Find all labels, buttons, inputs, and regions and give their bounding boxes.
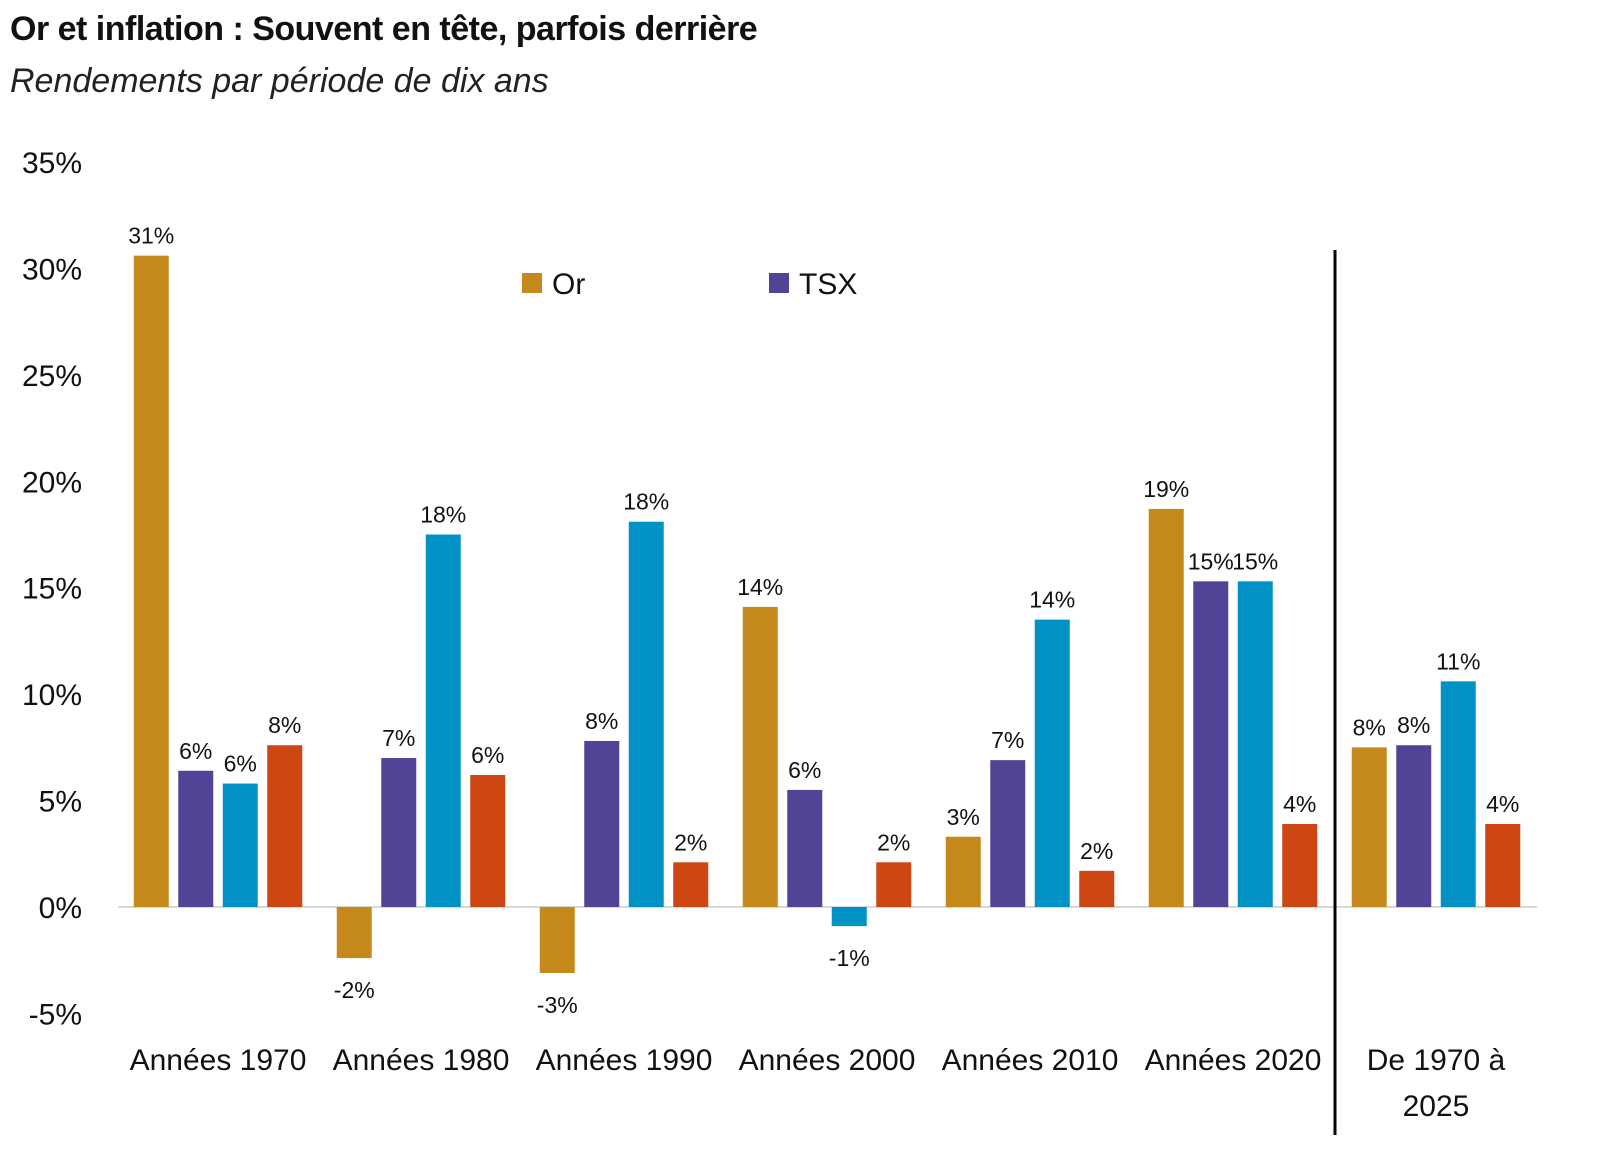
bar bbox=[1440, 681, 1476, 907]
x-tick-label: Années 1980 bbox=[333, 1044, 510, 1077]
data-label: 7% bbox=[991, 727, 1024, 753]
data-label: 18% bbox=[420, 502, 466, 528]
data-label: 6% bbox=[788, 757, 821, 783]
bar bbox=[1485, 823, 1521, 907]
y-tick-label: 0% bbox=[39, 892, 82, 925]
bar bbox=[1193, 581, 1229, 907]
data-label: 3% bbox=[947, 804, 980, 830]
bar bbox=[584, 740, 620, 907]
legend-swatch bbox=[769, 273, 789, 293]
data-label: 14% bbox=[737, 574, 783, 600]
y-tick-label: -5% bbox=[29, 998, 82, 1031]
bar bbox=[1079, 870, 1115, 907]
bar bbox=[1237, 581, 1273, 907]
data-label: 19% bbox=[1143, 476, 1189, 502]
bar bbox=[133, 255, 169, 907]
data-label: 18% bbox=[623, 489, 669, 515]
x-tick-label: Années 1990 bbox=[536, 1044, 713, 1077]
bar bbox=[831, 907, 867, 927]
bar bbox=[876, 862, 912, 907]
y-tick-label: 10% bbox=[22, 679, 82, 712]
data-label: 14% bbox=[1029, 587, 1075, 613]
chart-subtitle: Rendements par période de dix ans bbox=[10, 62, 549, 100]
bar bbox=[787, 789, 823, 907]
bar bbox=[381, 758, 417, 907]
bar bbox=[1148, 508, 1184, 907]
bar bbox=[673, 862, 709, 907]
data-label: -2% bbox=[334, 977, 375, 1003]
legend-swatch bbox=[522, 273, 542, 293]
x-tick-label: Années 1970 bbox=[130, 1044, 307, 1077]
bar bbox=[628, 521, 664, 907]
y-tick-label: 5% bbox=[39, 786, 82, 819]
data-label: 15% bbox=[1188, 548, 1234, 574]
y-tick-label: 20% bbox=[22, 466, 82, 499]
data-label: 6% bbox=[471, 742, 504, 768]
bar bbox=[178, 770, 214, 907]
data-label: 2% bbox=[674, 829, 707, 855]
data-label: 2% bbox=[877, 829, 910, 855]
data-label: 8% bbox=[585, 708, 618, 734]
y-tick-label: 15% bbox=[22, 573, 82, 606]
y-tick-label: 25% bbox=[22, 360, 82, 393]
data-label: 8% bbox=[268, 712, 301, 738]
bar bbox=[336, 907, 372, 959]
data-label: 15% bbox=[1232, 548, 1278, 574]
bar bbox=[1396, 745, 1432, 907]
bar bbox=[742, 606, 778, 907]
data-label: 8% bbox=[1353, 714, 1386, 740]
legend-label: TSX bbox=[799, 268, 857, 301]
x-tick-label: 2025 bbox=[1403, 1090, 1470, 1123]
data-label: 31% bbox=[128, 223, 174, 249]
bar bbox=[1034, 619, 1070, 907]
x-tick-label: Années 2020 bbox=[1145, 1044, 1322, 1077]
data-label: -3% bbox=[537, 992, 578, 1018]
bar bbox=[990, 760, 1026, 907]
data-label: 6% bbox=[224, 751, 257, 777]
bar bbox=[222, 783, 258, 907]
data-label: 7% bbox=[382, 725, 415, 751]
data-label: 8% bbox=[1397, 712, 1430, 738]
bar bbox=[539, 907, 575, 973]
bar bbox=[1351, 747, 1387, 907]
legend-label: Or bbox=[552, 268, 585, 301]
y-tick-label: 35% bbox=[22, 147, 82, 180]
data-label: 4% bbox=[1283, 791, 1316, 817]
chart-title: Or et inflation : Souvent en tête, parfo… bbox=[10, 10, 758, 48]
data-label: 2% bbox=[1080, 838, 1113, 864]
data-label: 11% bbox=[1436, 648, 1480, 674]
x-tick-label: Années 2010 bbox=[942, 1044, 1119, 1077]
bar bbox=[945, 836, 981, 907]
bar bbox=[267, 745, 303, 907]
x-tick-label: Années 2000 bbox=[739, 1044, 916, 1077]
data-label: -1% bbox=[829, 945, 870, 971]
data-label: 4% bbox=[1486, 791, 1519, 817]
bar bbox=[425, 534, 461, 907]
y-tick-label: 30% bbox=[22, 253, 82, 286]
data-label: 6% bbox=[179, 738, 212, 764]
x-tick-label: De 1970 à bbox=[1367, 1044, 1506, 1077]
bar bbox=[1282, 823, 1318, 907]
bar bbox=[470, 775, 506, 907]
